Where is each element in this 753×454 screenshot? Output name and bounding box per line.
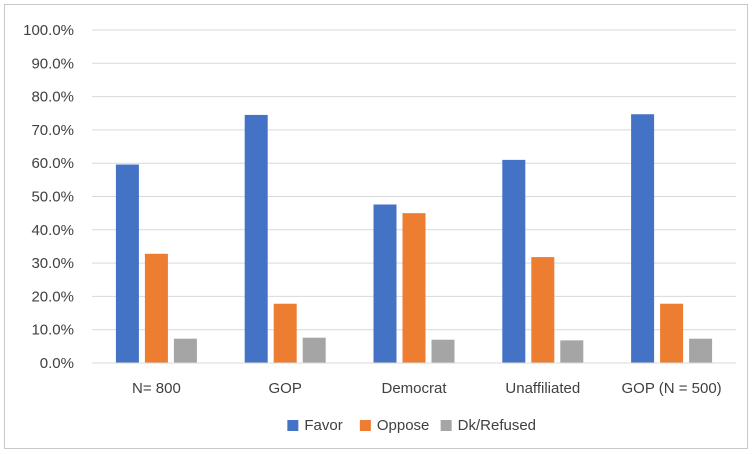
- bars: [115, 114, 713, 364]
- bar-oppose-1: [273, 303, 297, 363]
- bar-dk-refused-2: [431, 339, 455, 363]
- bar-favor-0: [115, 164, 139, 363]
- y-tick-label: 70.0%: [31, 122, 74, 139]
- y-axis-ticks: 0.0% 10.0% 20.0% 30.0% 40.0% 50.0% 60.0% 70.0% 8…: [23, 22, 74, 372]
- legend-label: Oppose: [377, 417, 430, 434]
- bar-oppose-0: [144, 253, 168, 363]
- y-tick-label: 0.0%: [40, 355, 74, 372]
- x-tick-label: GOP: [269, 380, 302, 397]
- y-tick-label: 10.0%: [31, 322, 74, 339]
- y-tick-label: 100.0%: [23, 22, 74, 39]
- bar-dk-refused-1: [302, 337, 326, 363]
- bar-dk-refused-3: [560, 340, 584, 363]
- x-tick-label: N= 800: [132, 380, 181, 397]
- gridlines: [92, 29, 736, 331]
- bar-dk-refused-0: [173, 338, 197, 363]
- x-tick-label: Democrat: [381, 380, 447, 397]
- bar-oppose-3: [531, 257, 555, 363]
- legend: Favor Oppose Dk/Refused: [287, 417, 536, 434]
- legend-swatch: [287, 420, 299, 431]
- x-tick-label: GOP (N = 500): [622, 380, 722, 397]
- y-tick-label: 80.0%: [31, 89, 74, 106]
- bar-favor-3: [502, 159, 526, 363]
- bar-favor-4: [631, 114, 655, 364]
- legend-swatch: [359, 420, 371, 431]
- bar-favor-1: [244, 114, 268, 363]
- y-tick-label: 60.0%: [31, 155, 74, 172]
- legend-label: Dk/Refused: [458, 417, 536, 434]
- y-tick-label: 30.0%: [31, 255, 74, 272]
- bar-favor-2: [373, 204, 397, 363]
- bar-oppose-4: [660, 303, 684, 363]
- legend-swatch: [440, 420, 452, 431]
- y-tick-label: 20.0%: [31, 288, 74, 305]
- bar-oppose-2: [402, 213, 426, 363]
- y-tick-label: 40.0%: [31, 222, 74, 239]
- bar-dk-refused-4: [689, 338, 713, 363]
- legend-label: Favor: [304, 417, 342, 434]
- y-tick-label: 90.0%: [31, 55, 74, 72]
- x-tick-label: Unaffiliated: [505, 380, 580, 397]
- y-tick-label: 50.0%: [31, 189, 74, 206]
- x-axis-ticks: N= 800 GOP Democrat Unaffiliated GOP (N = 50…: [132, 380, 722, 397]
